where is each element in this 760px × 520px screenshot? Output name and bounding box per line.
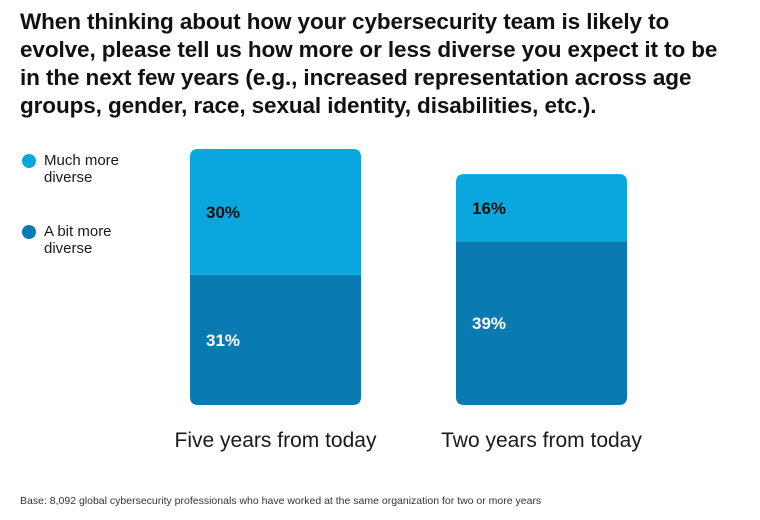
data-label-two-years-from-today-a-bit-more-diverse: 39% xyxy=(472,314,506,333)
bar-five-years-from-today-a-bit-more-diverse xyxy=(190,274,361,405)
data-label-two-years-from-today-much-more-diverse: 16% xyxy=(472,199,506,218)
legend-label-a-bit-more-diverse: A bit more diverse xyxy=(44,223,112,257)
bar-five-years-from-today-much-more-diverse xyxy=(190,149,361,275)
data-label-five-years-from-today-a-bit-more-diverse: 31% xyxy=(206,331,240,350)
legend-swatch-a-bit-more-diverse xyxy=(22,225,36,239)
legend-swatch-much-more-diverse xyxy=(22,154,36,168)
footnote: Base: 8,092 global cybersecurity profess… xyxy=(20,495,542,507)
data-label-five-years-from-today-much-more-diverse: 30% xyxy=(206,203,240,222)
bar-two-years-from-today-a-bit-more-diverse xyxy=(456,241,627,405)
legend-label-much-more-diverse: Much more diverse xyxy=(44,152,120,186)
bar-two-years-from-today-much-more-diverse xyxy=(456,174,627,242)
category-label-two-years-from-today: Two years from today xyxy=(441,429,642,452)
category-label-five-years-from-today: Five years from today xyxy=(175,429,377,452)
stacked-bar-chart: 31% 30% Five years from today 39% 16% Two yea… xyxy=(175,149,642,452)
chart-title: When thinking about how your cybersecuri… xyxy=(20,9,718,118)
